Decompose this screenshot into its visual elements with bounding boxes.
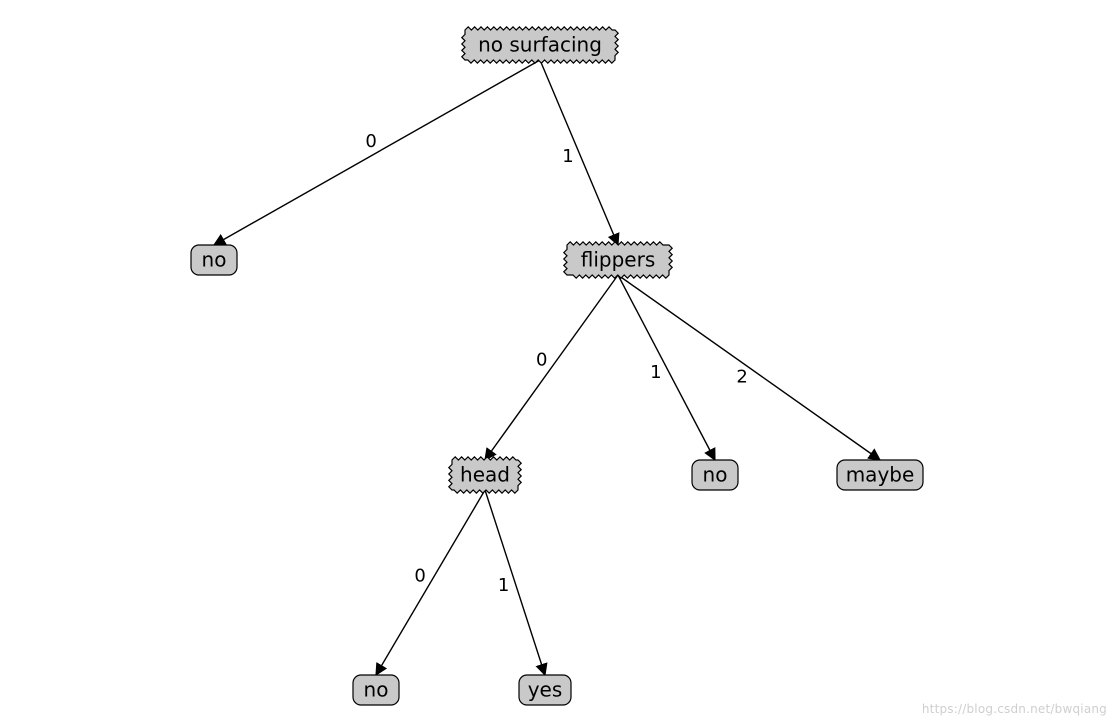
decision-node: no surfacing: [462, 27, 618, 63]
edge: [214, 60, 540, 245]
edge-label: 0: [536, 349, 547, 370]
edge: [540, 60, 618, 245]
decision-node: flippers: [564, 242, 672, 278]
node-label: no: [202, 248, 227, 272]
edge-label: 0: [414, 565, 425, 586]
leaf-node: no: [692, 460, 738, 490]
node-label: no surfacing: [478, 33, 602, 57]
leaf-node: no: [191, 245, 237, 275]
decision-node: head: [449, 457, 521, 493]
edge: [485, 275, 618, 460]
watermark-text: https://blog.csdn.net/bwqiang: [922, 702, 1107, 716]
node-label: maybe: [846, 463, 915, 487]
nodes-group: no surfacing no flippers head no maybe no yes: [191, 27, 923, 705]
node-label: yes: [528, 678, 563, 702]
edge: [376, 490, 485, 675]
leaf-node: maybe: [837, 460, 923, 490]
leaf-node: yes: [519, 675, 571, 705]
node-label: no: [364, 678, 389, 702]
node-label: no: [703, 463, 728, 487]
edge-label: 1: [650, 362, 661, 383]
edge-label: 0: [365, 131, 376, 152]
edge-label: 1: [562, 146, 573, 167]
edge: [618, 275, 715, 460]
decision-tree-diagram: 0 1 0 1 2 0 1 no surfacing no flippers head no maybe…: [0, 0, 1115, 722]
node-label: head: [460, 463, 510, 487]
edges-group: 0 1 0 1 2 0 1: [214, 60, 880, 675]
node-label: flippers: [581, 248, 656, 272]
leaf-node: no: [353, 675, 399, 705]
edge-label: 1: [498, 575, 509, 596]
edge: [485, 490, 545, 675]
edge-label: 2: [736, 366, 747, 387]
